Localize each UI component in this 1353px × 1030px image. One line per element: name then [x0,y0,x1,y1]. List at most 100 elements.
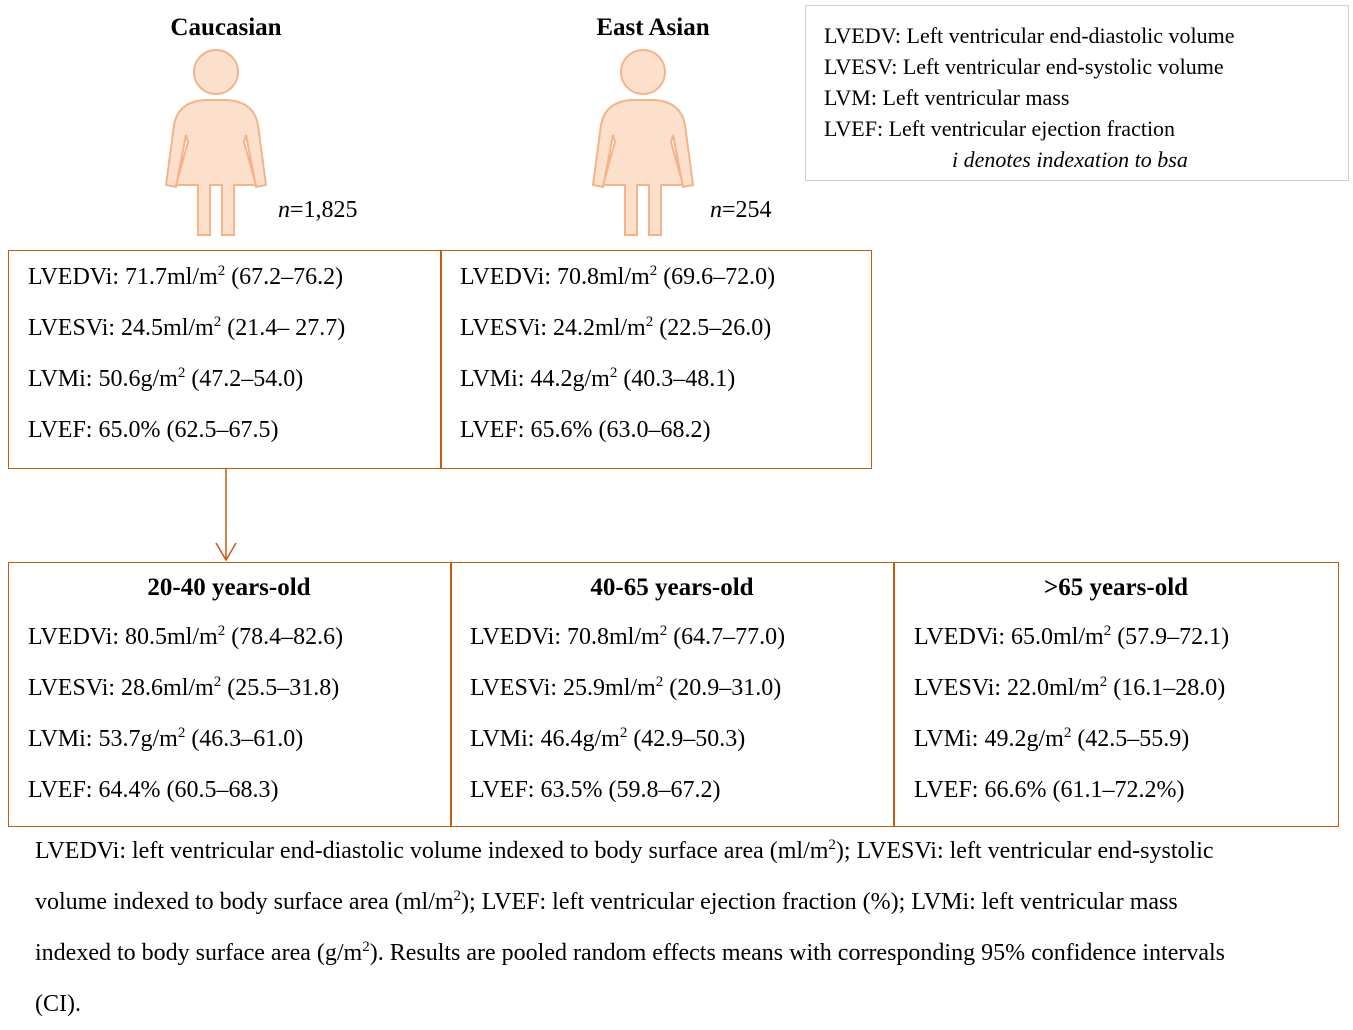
superscript: 2 [213,314,222,330]
superscript: 2 [362,939,370,955]
group-title: Caucasian [170,14,282,41]
row-text: LVEF: 66.6% (61.1–72.2%) [914,777,1185,803]
footnote-text: LVEDVi: left ventricular end-diastolic v… [35,838,829,864]
row-text: (67.2–76.2) [225,264,344,290]
data-row: LVEF: 64.4% (60.5–68.3) [28,777,278,804]
superscript: 2 [655,674,664,690]
age-title: 20-40 years-old [147,574,311,601]
row-text: (16.1–28.0) [1107,675,1226,701]
row-text: (57.9–72.1) [1111,624,1230,650]
group-title: East Asian [596,14,710,41]
superscript: 2 [649,263,658,279]
n-value: =1,825 [290,197,358,223]
row-text: LVESVi: 22.0ml/m [914,675,1100,701]
n-symbol: n [710,197,722,223]
row-text: (42.5–55.9) [1071,726,1190,752]
data-row: LVMi: 53.7g/m2 (46.3–61.0) [28,726,303,753]
row-text: LVESVi: 25.9ml/m [470,675,656,701]
legend-note: i denotes indexation to bsa [952,147,1188,172]
row-text: (25.5–31.8) [221,675,340,701]
n-value: =254 [722,197,772,223]
divider [450,562,452,827]
person-icon [164,49,268,236]
row-text: (69.6–72.0) [657,264,776,290]
row-text: LVESVi: 28.6ml/m [28,675,214,701]
superscript: 2 [453,888,462,904]
arrow-head [215,542,237,562]
footnote-text: ); LVESVi: left ventricular end-systolic… [35,838,1214,915]
row-text: LVEDVi: 65.0ml/m [914,624,1104,650]
row-text: LVEF: 63.5% (59.8–67.2) [470,777,721,803]
superscript: 2 [1099,674,1108,690]
data-row: LVEF: 66.6% (61.1–72.2%) [914,777,1184,804]
row-text: LVMi: 44.2g/m [460,366,610,392]
superscript: 2 [217,623,226,639]
data-row: LVMi: 44.2g/m2 (40.3–48.1) [460,366,735,393]
row-text: (42.9–50.3) [627,726,746,752]
superscript: 2 [828,837,836,853]
superscript: 2 [619,725,628,741]
row-text: (78.4–82.6) [225,624,344,650]
row-text: LVESVi: 24.5ml/m [28,315,214,341]
data-row: LVEDVi: 70.8ml/m2 (69.6–72.0) [460,264,775,291]
n-symbol: n [278,197,290,223]
data-row: LVESVi: 28.6ml/m2 (25.5–31.8) [28,675,339,702]
row-text: LVEF: 65.0% (62.5–67.5) [28,417,279,443]
superscript: 2 [645,314,654,330]
data-row: LVEF: 65.0% (62.5–67.5) [28,417,278,444]
row-text: (46.3–61.0) [185,726,304,752]
sample-size: n=1,825 [278,197,358,224]
data-row: LVEDVi: 80.5ml/m2 (78.4–82.6) [28,624,343,651]
age-box [8,562,1339,827]
superscript: 2 [1103,623,1112,639]
data-row: LVESVi: 24.5ml/m2 (21.4– 27.7) [28,315,345,342]
row-text: LVMi: 49.2g/m [914,726,1064,752]
row-text: (64.7–77.0) [667,624,786,650]
footnote-text: ). Results are pooled random effects mea… [35,940,1225,1017]
data-row: LVESVi: 25.9ml/m2 (20.9–31.0) [470,675,781,702]
divider [893,562,895,827]
superscript: 2 [213,674,222,690]
footnote: LVEDVi: left ventricular end-diastolic v… [35,826,1235,1030]
data-row: LVESVi: 22.0ml/m2 (16.1–28.0) [914,675,1225,702]
age-title: >65 years-old [1043,574,1189,601]
row-text: LVEF: 65.6% (63.0–68.2) [460,417,711,443]
data-row: LVEDVi: 71.7ml/m2 (67.2–76.2) [28,264,343,291]
row-text: LVESVi: 24.2ml/m [460,315,646,341]
data-row: LVMi: 46.4g/m2 (42.9–50.3) [470,726,745,753]
legend-line: LVEDV: Left ventricular end-diastolic vo… [824,23,1235,48]
sample-size: n=254 [710,197,772,224]
row-text: (21.4– 27.7) [221,315,346,341]
superscript: 2 [177,365,186,381]
row-text: LVEDVi: 80.5ml/m [28,624,218,650]
data-row: LVEF: 63.5% (59.8–67.2) [470,777,720,804]
data-row: LVEDVi: 65.0ml/m2 (57.9–72.1) [914,624,1229,651]
superscript: 2 [659,623,668,639]
data-row: LVEF: 65.6% (63.0–68.2) [460,417,710,444]
superscript: 2 [609,365,618,381]
row-text: LVEF: 64.4% (60.5–68.3) [28,777,279,803]
legend-line: LVEF: Left ventricular ejection fraction [824,116,1176,141]
row-text: LVMi: 46.4g/m [470,726,620,752]
superscript: 2 [217,263,226,279]
data-row: LVMi: 49.2g/m2 (42.5–55.9) [914,726,1189,753]
row-text: LVMi: 53.7g/m [28,726,178,752]
person-icon [591,49,695,236]
legend-line: LVESV: Left ventricular end-systolic vol… [824,54,1224,79]
row-text: (47.2–54.0) [185,366,304,392]
row-text: LVEDVi: 71.7ml/m [28,264,218,290]
divider [440,250,442,469]
superscript: 2 [1063,725,1072,741]
row-text: LVEDVi: 70.8ml/m [470,624,660,650]
row-text: (40.3–48.1) [617,366,736,392]
row-text: LVMi: 50.6g/m [28,366,178,392]
legend-line: LVM: Left ventricular mass [824,85,1070,110]
footnote-text: ); LVEF: left ventricular ejection fract… [35,889,1178,966]
data-row: LVMi: 50.6g/m2 (47.2–54.0) [28,366,303,393]
row-text: LVEDVi: 70.8ml/m [460,264,650,290]
superscript: 2 [177,725,186,741]
row-text: (22.5–26.0) [653,315,772,341]
data-row: LVEDVi: 70.8ml/m2 (64.7–77.0) [470,624,785,651]
